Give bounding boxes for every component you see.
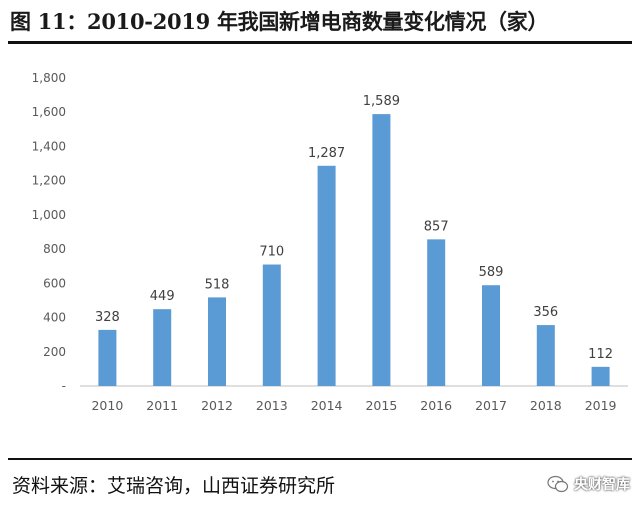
data-label: 449 xyxy=(150,289,175,304)
bar-2014 xyxy=(317,165,336,386)
data-labels: 328 449 518 710 1,287 1,589 857 589 356 112 xyxy=(95,94,613,362)
watermark: 央财智库 xyxy=(547,474,630,494)
bar-2011 xyxy=(153,309,172,386)
y-tick-label: 800 xyxy=(43,242,66,256)
x-tick-label: 2017 xyxy=(475,398,507,413)
y-tick-label: 200 xyxy=(43,345,66,359)
data-label: 328 xyxy=(95,310,120,325)
wechat-icon xyxy=(547,475,569,493)
y-tick-label: 1,000 xyxy=(32,208,66,222)
x-tick-label: 2013 xyxy=(256,398,288,413)
x-tick-label: 2011 xyxy=(146,398,178,413)
data-label: 589 xyxy=(479,265,504,280)
bars xyxy=(98,114,610,387)
x-tick-label: 2019 xyxy=(585,398,617,413)
y-tick-label: 1,400 xyxy=(32,139,66,153)
x-axis-ticks: 2010 2011 2012 2013 2014 2015 2016 2017 2018 2019 xyxy=(91,398,616,413)
x-tick-label: 2018 xyxy=(530,398,562,413)
bar-2019 xyxy=(591,366,610,386)
x-tick-label: 2010 xyxy=(91,398,123,413)
x-tick-label: 2014 xyxy=(311,398,343,413)
bar-2015 xyxy=(372,114,391,387)
y-tick-label: 1,600 xyxy=(32,105,66,119)
bar-2010 xyxy=(98,329,117,386)
y-axis-ticks: - 200 400 600 800 1,000 1,200 1,400 1,600 1,800 xyxy=(32,71,66,393)
data-label: 1,287 xyxy=(308,146,345,161)
bar-2018 xyxy=(536,325,555,386)
y-tick-label: 1,800 xyxy=(32,71,66,85)
x-tick-label: 2016 xyxy=(420,398,452,413)
data-label: 518 xyxy=(205,277,230,292)
data-label: 112 xyxy=(588,347,613,362)
data-label: 710 xyxy=(259,245,284,260)
bar-chart: - 200 400 600 800 1,000 1,200 1,400 1,600 1,800 3… xyxy=(32,71,628,413)
title-divider xyxy=(8,41,632,44)
chart-title: 图 11：2010-2019 年我国新增电商数量变化情况（家） xyxy=(10,9,549,34)
footer-divider xyxy=(8,458,632,460)
bar-2017 xyxy=(482,285,500,386)
y-tick-label: 600 xyxy=(43,276,66,290)
watermark-text: 央财智库 xyxy=(574,477,630,493)
y-tick-label: - xyxy=(62,379,66,393)
y-tick-label: 1,200 xyxy=(32,174,66,188)
x-tick-label: 2015 xyxy=(365,398,397,413)
bar-2012 xyxy=(208,297,226,386)
y-tick-label: 400 xyxy=(43,311,66,325)
source-note: 资料来源：艾瑞咨询，山西证券研究所 xyxy=(12,475,336,497)
bar-2016 xyxy=(427,239,446,386)
x-tick-label: 2012 xyxy=(201,398,233,413)
data-label: 356 xyxy=(533,305,558,320)
data-label: 1,589 xyxy=(363,94,400,109)
bar-2013 xyxy=(262,264,281,386)
data-label: 857 xyxy=(424,219,449,234)
